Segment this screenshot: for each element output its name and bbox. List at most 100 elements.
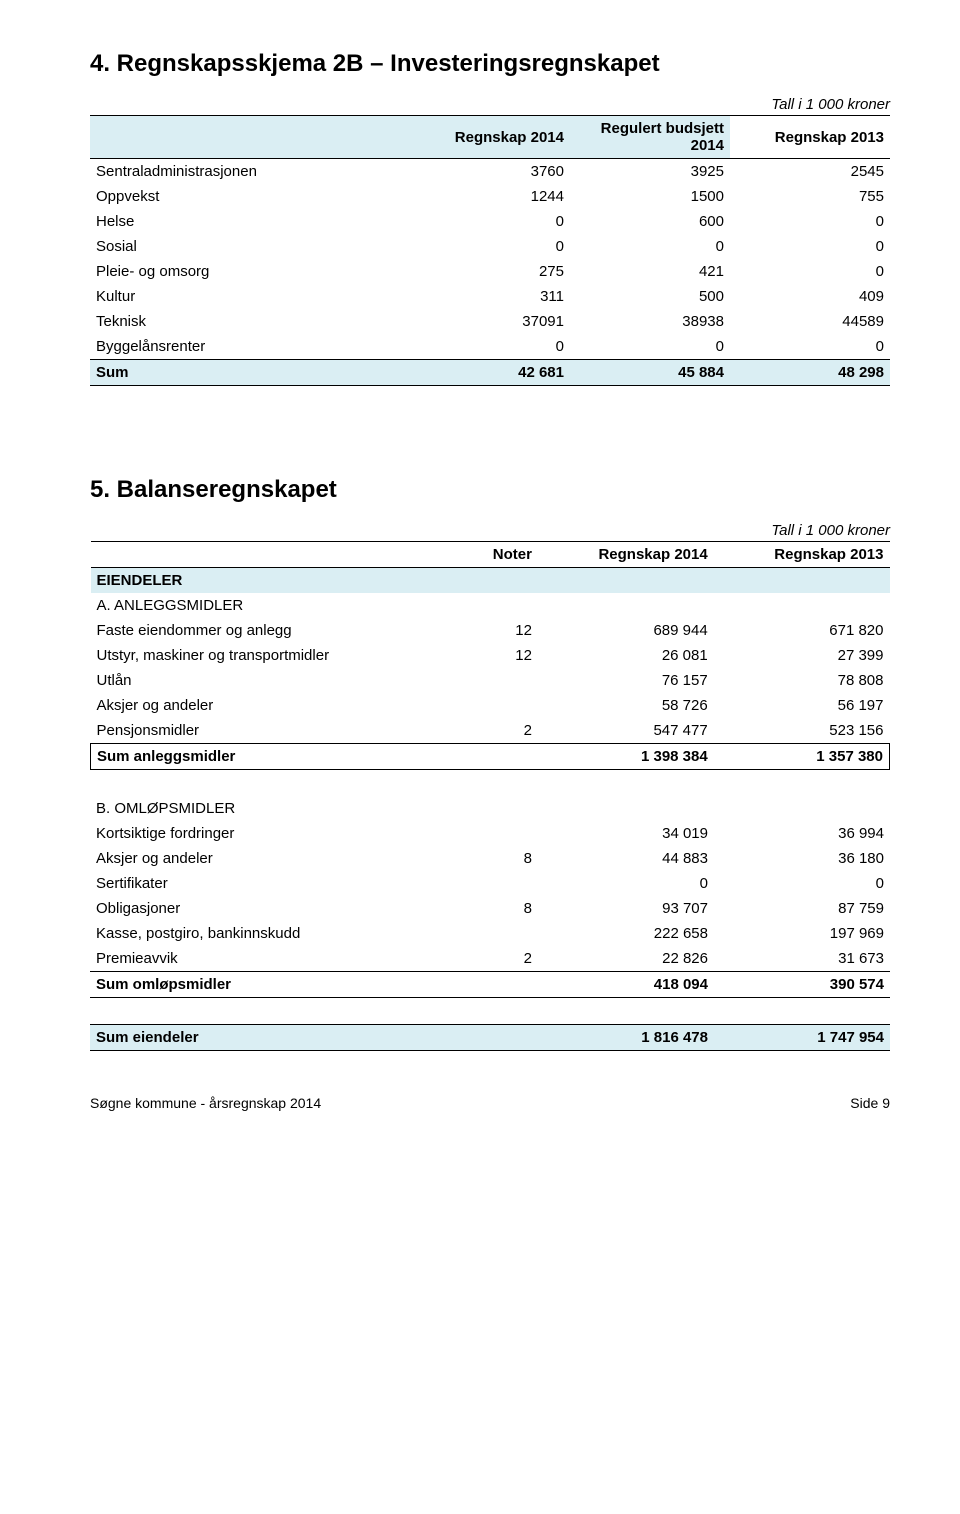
section5-unit: Tall i 1 000 kroner [90, 522, 890, 539]
s4-sum-v3: 48 298 [730, 360, 890, 386]
table-cell: 26 081 [538, 643, 714, 668]
table-cell: 44589 [730, 309, 890, 334]
table-cell: Pleie- og omsorg [90, 259, 410, 284]
table-cell: Utlån [91, 668, 459, 693]
table-cell: 38938 [570, 309, 730, 334]
table-cell: Utstyr, maskiner og transportmidler [91, 643, 459, 668]
s5-hdr-notes: Noter [458, 542, 538, 568]
table-cell: 0 [570, 234, 730, 259]
table-cell: 0 [730, 334, 890, 360]
s5b-sum-v1: 418 094 [538, 972, 714, 998]
table-cell: 547 477 [538, 718, 714, 744]
section5-total-table: Sum eiendeler 1 816 478 1 747 954 [90, 1024, 890, 1051]
table-cell: 76 157 [538, 668, 714, 693]
section4-unit: Tall i 1 000 kroner [90, 96, 890, 113]
table-cell: 56 197 [714, 693, 890, 718]
table-cell: Helse [90, 209, 410, 234]
table-cell: Faste eiendommer og anlegg [91, 618, 459, 643]
table-cell: 37091 [410, 309, 570, 334]
table-cell: 311 [410, 284, 570, 309]
table-cell: 222 658 [538, 921, 714, 946]
table-cell: Aksjer og andeler [91, 693, 459, 718]
table-cell: 0 [410, 334, 570, 360]
s5-total-v1: 1 816 478 [538, 1025, 714, 1051]
table-cell: 0 [730, 209, 890, 234]
table-cell: 671 820 [714, 618, 890, 643]
table-cell: Kasse, postgiro, bankinnskudd [90, 921, 458, 946]
s5-total-v2: 1 747 954 [714, 1025, 890, 1051]
footer-right: Side 9 [850, 1095, 890, 1111]
table-cell: 755 [730, 184, 890, 209]
eiendeler-label: EIENDELER [91, 568, 459, 594]
table-cell: Premieavvik [90, 946, 458, 972]
s5a-sum-v1: 1 398 384 [538, 744, 714, 770]
table-cell: Oppvekst [90, 184, 410, 209]
table-cell: 12 [458, 618, 538, 643]
table-cell: 0 [714, 871, 890, 896]
table-cell: Pensjonsmidler [91, 718, 459, 744]
footer-left: Søgne kommune - årsregnskap 2014 [90, 1095, 321, 1111]
table-cell: 3760 [410, 159, 570, 185]
s5a-sum-v2: 1 357 380 [714, 744, 890, 770]
table-cell: 58 726 [538, 693, 714, 718]
s4-sum-v2: 45 884 [570, 360, 730, 386]
table-cell [458, 921, 538, 946]
table-cell: 8 [458, 896, 538, 921]
table-cell: 31 673 [714, 946, 890, 972]
table-cell: 523 156 [714, 718, 890, 744]
table-cell: 600 [570, 209, 730, 234]
s4-hdr-c1: Regnskap 2014 [410, 116, 570, 159]
table-cell: 421 [570, 259, 730, 284]
table-cell: Kortsiktige fordringer [90, 821, 458, 846]
s5-hdr-c2: Regnskap 2013 [714, 542, 890, 568]
table-cell [458, 821, 538, 846]
table-cell: Sentraladministrasjonen [90, 159, 410, 185]
table-cell: 8 [458, 846, 538, 871]
table-cell: 36 994 [714, 821, 890, 846]
table-cell: Teknisk [90, 309, 410, 334]
s5b-sum-v2: 390 574 [714, 972, 890, 998]
table-cell: 93 707 [538, 896, 714, 921]
table-cell: 197 969 [714, 921, 890, 946]
table-cell: 1244 [410, 184, 570, 209]
table-cell: 0 [410, 209, 570, 234]
table-cell: 3925 [570, 159, 730, 185]
section5-table: Noter Regnskap 2014 Regnskap 2013 EIENDE… [90, 541, 890, 770]
groupA-label: A. ANLEGGSMIDLER [91, 593, 459, 618]
table-cell: 2 [458, 718, 538, 744]
table-cell: 78 808 [714, 668, 890, 693]
table-cell: 500 [570, 284, 730, 309]
table-cell: 0 [538, 871, 714, 896]
s5b-sum-label: Sum omløpsmidler [90, 972, 458, 998]
table-cell: 27 399 [714, 643, 890, 668]
table-cell [458, 871, 538, 896]
section4-table: Regnskap 2014 Regulert budsjett 2014 Reg… [90, 115, 890, 386]
table-cell: 2545 [730, 159, 890, 185]
table-cell: Sosial [90, 234, 410, 259]
table-cell [458, 668, 538, 693]
section5-title: 5. Balanseregnskapet [90, 476, 890, 504]
table-cell: 409 [730, 284, 890, 309]
table-cell: 0 [570, 334, 730, 360]
s4-hdr-c2: Regulert budsjett 2014 [570, 116, 730, 159]
table-cell: 2 [458, 946, 538, 972]
table-cell: Aksjer og andeler [90, 846, 458, 871]
table-cell: 22 826 [538, 946, 714, 972]
s4-sum-label: Sum [90, 360, 410, 386]
section4-title: 4. Regnskapsskjema 2B – Investeringsregn… [90, 50, 890, 78]
table-cell: Sertifikater [90, 871, 458, 896]
section5b-table: B. OMLØPSMIDLER Kortsiktige fordringer34… [90, 796, 890, 998]
table-cell: 1500 [570, 184, 730, 209]
table-cell: 0 [410, 234, 570, 259]
table-cell: Byggelånsrenter [90, 334, 410, 360]
table-cell: Kultur [90, 284, 410, 309]
s4-hdr-c3: Regnskap 2013 [730, 116, 890, 159]
s5-hdr-c1: Regnskap 2014 [538, 542, 714, 568]
s4-sum-v1: 42 681 [410, 360, 570, 386]
table-cell: 87 759 [714, 896, 890, 921]
table-cell: Obligasjoner [90, 896, 458, 921]
s5-total-label: Sum eiendeler [90, 1025, 458, 1051]
groupB-label: B. OMLØPSMIDLER [90, 796, 458, 821]
table-cell: 12 [458, 643, 538, 668]
table-cell: 36 180 [714, 846, 890, 871]
